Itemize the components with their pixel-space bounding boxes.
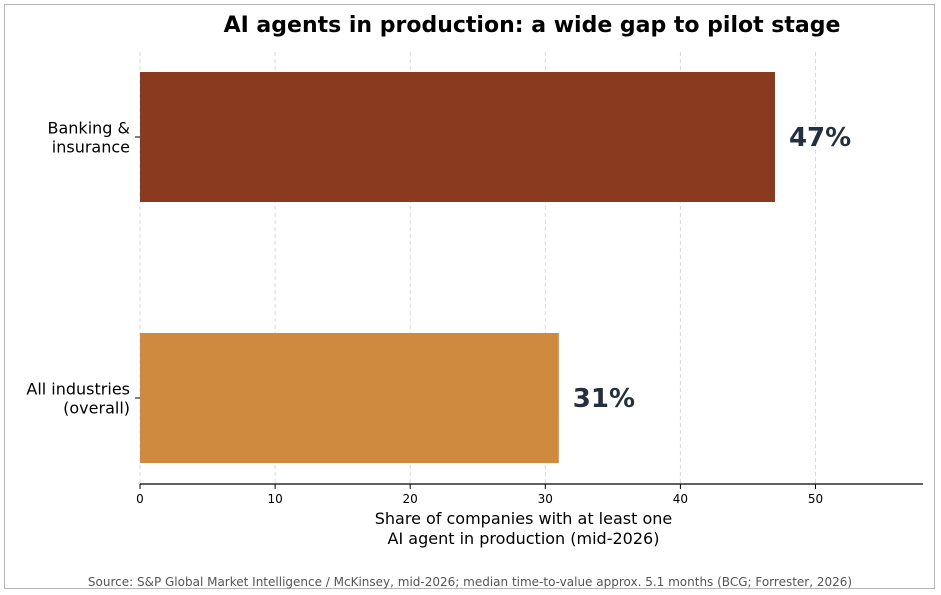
x-tick-label-3: 30: [538, 492, 553, 506]
data-label-0: 47%: [789, 123, 851, 153]
x-axis-label-line-1: AI agent in production (mid-2026): [388, 529, 660, 548]
y-axis: Banking &insurance All industries(overall…: [26, 119, 140, 418]
category-label-0-line-1: insurance: [52, 138, 130, 157]
x-tick-label-5: 50: [808, 492, 823, 506]
category-label-1-line-0: All industries: [26, 380, 130, 399]
bar-1: [140, 333, 559, 463]
data-labels-group: 47% 31%: [573, 123, 851, 414]
x-tick-label-4: 40: [673, 492, 688, 506]
category-label-1-line-1: (overall): [63, 399, 130, 418]
bar-0: [140, 72, 775, 202]
x-tick-label-2: 20: [403, 492, 418, 506]
source-note: Source: S&P Global Market Intelligence /…: [88, 575, 852, 589]
x-tick-label-0: 0: [136, 492, 144, 506]
chart-title: AI agents in production: a wide gap to p…: [224, 13, 841, 38]
bars-group: [140, 72, 775, 463]
x-axis: 0 10 20 30 40 50: [136, 483, 923, 506]
data-label-1: 31%: [573, 384, 635, 414]
x-axis-label: Share of companies with at least one AI a…: [375, 509, 673, 548]
x-tick-label-1: 10: [267, 492, 282, 506]
x-axis-label-line-0: Share of companies with at least one: [375, 509, 673, 528]
category-label-0-line-0: Banking &: [48, 119, 131, 138]
